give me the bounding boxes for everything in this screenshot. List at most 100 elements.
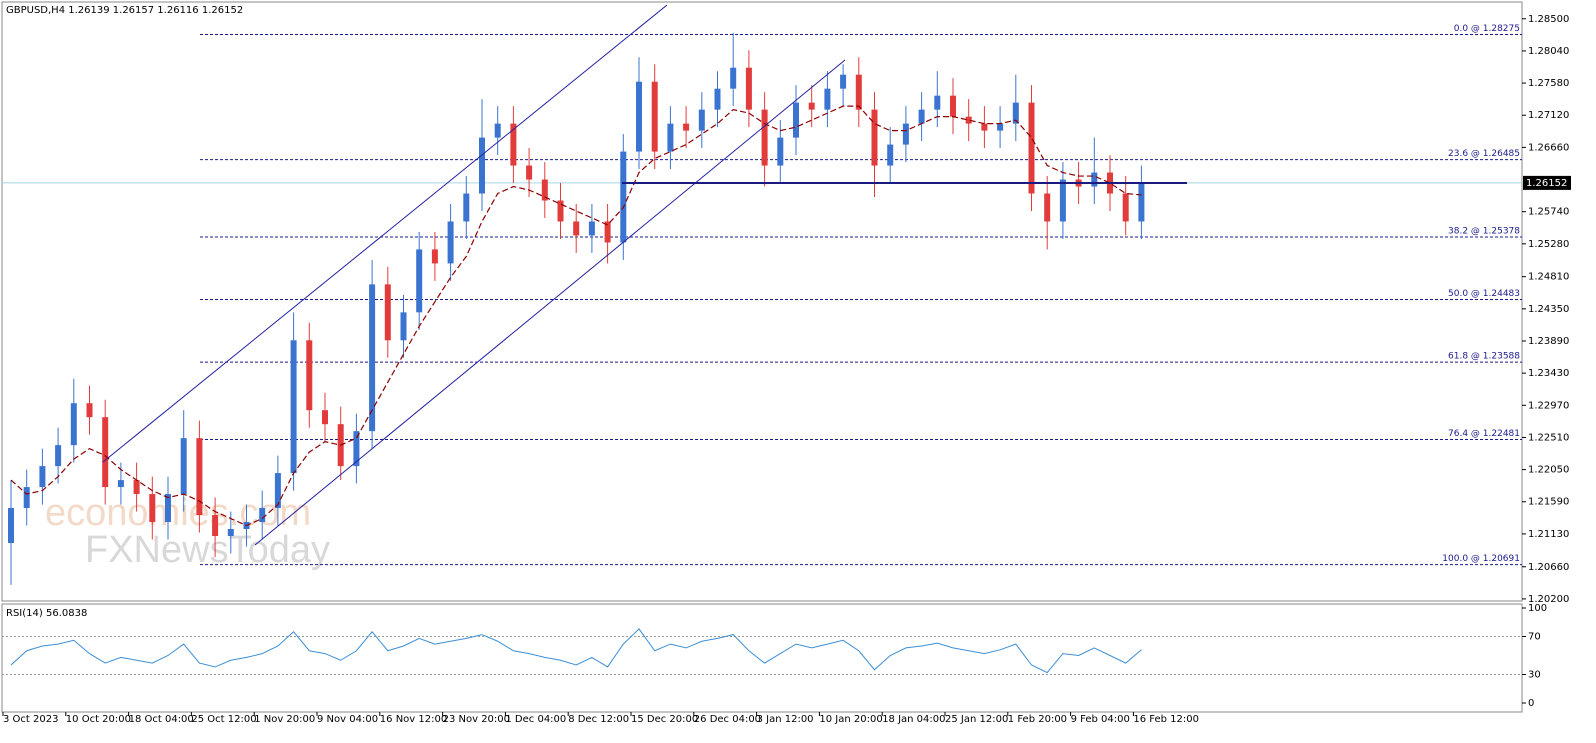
candle-body	[887, 144, 894, 166]
fib-label: 61.8 @ 1.23588	[1448, 352, 1520, 362]
y-tick-label: 1.23890	[1528, 336, 1569, 347]
fib-label: 50.0 @ 1.24483	[1448, 289, 1520, 299]
y-tick-label: 1.25280	[1528, 239, 1569, 250]
fib-label: 23.6 @ 1.26485	[1448, 149, 1520, 159]
channel-upper	[102, 4, 668, 463]
price-pane	[1, 1, 1523, 602]
candle-body	[165, 494, 171, 523]
candle-body	[259, 508, 266, 523]
candle-body	[149, 494, 156, 523]
candle-body	[918, 109, 925, 124]
candle-body	[479, 137, 485, 194]
candle-body	[808, 102, 815, 110]
y-tick-label: 1.22970	[1528, 400, 1569, 411]
candle-body	[981, 123, 988, 131]
candle-body	[117, 480, 124, 488]
candle-body	[102, 417, 109, 488]
candle-body	[620, 151, 627, 243]
y-tick-label: 1.22050	[1528, 465, 1569, 476]
y-tick-label: 1.25740	[1528, 207, 1569, 218]
candle-body	[8, 508, 14, 543]
candle-body	[463, 193, 470, 222]
candle-body	[86, 403, 93, 418]
candle-body	[55, 445, 62, 467]
candle-body	[730, 67, 737, 89]
candle-body	[39, 466, 46, 488]
x-tick-label: 1 Nov 20:00	[254, 714, 315, 725]
candle-body	[1138, 183, 1145, 222]
candle-body	[447, 221, 454, 264]
candle-body	[1012, 102, 1019, 124]
candle-body	[965, 116, 972, 124]
candle-body	[196, 438, 203, 516]
watermark-text: economies.com	[45, 492, 311, 534]
candle-body	[651, 81, 658, 152]
rsi-tick-label: 30	[1528, 670, 1541, 681]
candle-body	[541, 179, 548, 201]
candle-body	[431, 249, 438, 264]
channel-lower	[254, 59, 846, 546]
y-tick-label: 1.23430	[1528, 368, 1569, 379]
candle-body	[369, 284, 376, 432]
y-tick-label: 1.20660	[1528, 562, 1569, 573]
fib-label: 0.0 @ 1.28275	[1454, 24, 1520, 34]
fib-label: 100.0 @ 1.20691	[1442, 554, 1520, 564]
y-tick-label: 1.26660	[1528, 142, 1569, 153]
x-tick-label: 18 Oct 04:00	[129, 714, 194, 725]
candle-body	[761, 109, 768, 166]
candle-body	[698, 109, 705, 131]
x-tick-label: 1 Feb 20:00	[1008, 714, 1067, 725]
candle-body	[714, 88, 721, 110]
chart-title: GBPUSD,H4 1.26139 1.26157 1.26116 1.2615…	[6, 5, 243, 16]
x-tick-label: 10 Oct 20:00	[66, 714, 131, 725]
watermark-text: FXNewsToday	[85, 529, 330, 571]
fib-label: 76.4 @ 1.22481	[1448, 429, 1520, 439]
candle-body	[1044, 193, 1051, 222]
y-tick-label: 1.22510	[1528, 432, 1569, 443]
y-tick-label: 1.28500	[1528, 14, 1569, 25]
candle-body	[871, 109, 878, 166]
candle-body	[70, 403, 77, 446]
x-tick-label: 9 Nov 04:00	[317, 714, 378, 725]
x-tick-label: 18 Jan 04:00	[882, 714, 945, 725]
candle-body	[306, 340, 313, 411]
x-tick-label: 10 Jan 20:00	[819, 714, 882, 725]
x-tick-label: 16 Nov 12:00	[380, 714, 447, 725]
axes: 1.28500 1.28040 1.27580 1.27120 1.26660 1.257…	[2, 14, 1571, 725]
x-tick-label: 26 Dec 04:00	[694, 714, 761, 725]
x-tick-label: 9 Feb 04:00	[1071, 714, 1130, 725]
candle-body	[23, 487, 30, 509]
candle-body	[1028, 102, 1035, 194]
rsi-tick-label: 100	[1528, 603, 1547, 614]
candle-body	[322, 410, 328, 425]
candle-body	[777, 137, 784, 166]
candle-body	[290, 340, 297, 474]
candle-body	[855, 74, 862, 110]
candle-body	[824, 88, 831, 110]
candle-body	[604, 221, 611, 243]
candle-body	[180, 438, 187, 495]
y-tick-label: 1.21130	[1528, 529, 1569, 540]
y-tick-label: 1.24810	[1528, 272, 1569, 283]
x-tick-label: 3 Oct 2023	[3, 714, 58, 725]
y-tick-label: 1.20200	[1528, 594, 1569, 605]
candle-body	[1059, 179, 1066, 222]
x-tick-label: 23 Nov 20:00	[443, 714, 510, 725]
candle-body	[494, 123, 501, 138]
candle-body	[416, 249, 423, 313]
candle-body	[997, 123, 1004, 131]
candle-body	[274, 473, 281, 509]
last-price-label: 1.26152	[1526, 178, 1567, 189]
rsi-line	[10, 628, 1142, 674]
candle-body	[683, 123, 690, 131]
candle-body	[1122, 193, 1129, 222]
candle-body	[353, 431, 360, 467]
candle-body	[133, 480, 140, 495]
x-tick-label: 1 Dec 04:00	[505, 714, 566, 725]
candle-body	[636, 81, 642, 152]
candle-body	[400, 312, 407, 341]
x-tick-label: 16 Feb 12:00	[1133, 714, 1199, 725]
rsi-tick-label: 70	[1528, 632, 1541, 643]
x-tick-label: 8 Dec 12:00	[568, 714, 629, 725]
candle-body	[557, 200, 564, 222]
